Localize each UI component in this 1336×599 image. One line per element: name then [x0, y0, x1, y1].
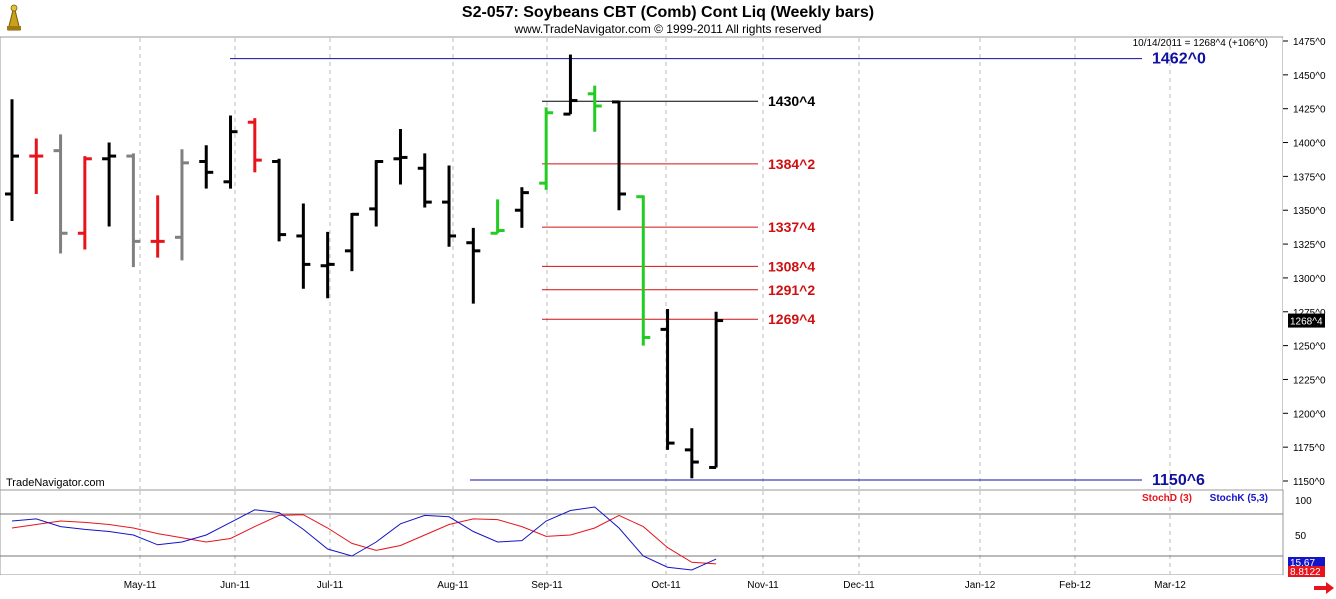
chart-subtitle: www.TradeNavigator.com © 1999-2011 All r… [514, 22, 822, 36]
stochd-value-label: 8.8122 [1290, 567, 1321, 578]
ohlc-bar [150, 195, 165, 258]
level-label: 1308^4 [768, 258, 815, 274]
scroll-arrow-icon[interactable] [1314, 582, 1334, 594]
last-bar-info: 10/14/2011 = 1268^4 (+106^0) [1133, 38, 1268, 49]
x-tick-label: Jun-11 [220, 580, 250, 591]
level-label: 1384^2 [768, 156, 815, 172]
ohlc-bar [393, 129, 408, 185]
stochastic-lines [11, 506, 717, 571]
price-tick-label: 1275^0 [1293, 308, 1326, 319]
price-tick-label: 1400^0 [1293, 139, 1326, 150]
current-price-tag [1288, 313, 1325, 328]
stochd-value-tag [1288, 566, 1325, 577]
price-tick-label: 1325^0 [1293, 240, 1326, 251]
stochk-line [11, 506, 717, 571]
stochd-line [11, 514, 717, 565]
level-label: 1337^4 [768, 219, 815, 235]
x-tick-label: Mar-12 [1154, 580, 1186, 591]
price-tick-label: 1300^0 [1293, 274, 1326, 285]
ohlc-bar [174, 149, 189, 261]
ohlc-bar [223, 115, 238, 189]
price-tick-label: 1475^0 [1293, 37, 1326, 48]
price-tick-label: 1150^0 [1293, 477, 1325, 488]
ohlc-bar [77, 156, 92, 250]
x-tick-label: Jan-12 [965, 580, 996, 591]
x-tick-label: Jul-11 [317, 580, 344, 591]
ohlc-bar [199, 145, 214, 189]
price-tick-label: 1225^0 [1293, 375, 1326, 386]
level-label: 1291^2 [768, 282, 815, 298]
ohlc-bar [344, 212, 359, 272]
x-axis: May-11 Jun-11 Jul-11 Aug-11 Sep-11 Oct-11 Nov-… [0, 575, 1283, 594]
stochd-legend: StochD (3) [1142, 493, 1192, 504]
level-label: 1462^0 [1152, 51, 1206, 68]
x-axis-background [0, 575, 1283, 594]
chart-title: S2-057: Soybeans CBT (Comb) Cont Liq (We… [462, 4, 874, 21]
stochastic-panel: StochD (3) StochK (5,3) 50 100 15.678.8122 [0, 489, 1325, 578]
ohlc-bar [563, 54, 578, 116]
x-gridlines [139, 38, 1171, 489]
ohlc-bar [587, 85, 602, 132]
x-tick-label: Oct-11 [651, 580, 681, 591]
ohlc-bar [5, 99, 19, 222]
price-tick-label: 1375^0 [1293, 172, 1326, 183]
ohlc-bar [126, 153, 141, 268]
horizontal-levels: 1462^0 1430^4 1384^2 1337^4 1308^4 1291^2 1269… [230, 51, 1206, 489]
ohlc-bar [490, 199, 505, 235]
stochk-legend: StochK (5,3) [1210, 493, 1268, 504]
stochk-value-tag [1288, 557, 1325, 568]
ohlc-bar [320, 231, 335, 299]
price-tick-label: 1250^0 [1293, 342, 1326, 353]
ohlc-bar [684, 428, 699, 479]
price-panel: 1462^0 1430^4 1384^2 1337^4 1308^4 1291^2 1269… [0, 36, 1284, 491]
stoch-tick-label: 50 [1295, 531, 1307, 542]
ohlc-bar [247, 118, 262, 173]
price-axis-background [1283, 37, 1336, 490]
price-tick-label: 1450^0 [1293, 71, 1326, 82]
price-tick-label: 1350^0 [1293, 206, 1326, 217]
watermark-label: TradeNavigator.com [6, 477, 105, 489]
price-panel-frame [0, 36, 1284, 491]
current-price-tag-label: 1268^4 [1290, 317, 1323, 328]
price-tick-label: 1425^0 [1293, 105, 1326, 116]
trade-navigator-logo-icon [7, 4, 21, 31]
ohlc-bar [514, 187, 529, 228]
ohlc-bar [29, 138, 44, 194]
ohlc-bar [612, 100, 626, 211]
ohlc-bar [636, 195, 651, 346]
ohlc-bar [709, 311, 724, 469]
level-label: 1150^6 [1152, 472, 1205, 489]
x-tick-label: Aug-11 [437, 580, 469, 591]
title-area: S2-057: Soybeans CBT (Comb) Cont Liq (We… [7, 4, 874, 36]
level-label: 1269^4 [768, 311, 815, 327]
stochastic-gridlines [0, 491, 1283, 574]
ohlc-bar [466, 227, 481, 304]
x-tick-label: Sep-11 [531, 580, 563, 591]
stochastic-frame [0, 489, 1284, 576]
x-tick-label: Feb-12 [1059, 580, 1091, 591]
stochk-value-label: 15.67 [1290, 558, 1315, 569]
ohlc-bars [5, 54, 724, 479]
ohlc-bar [102, 142, 117, 227]
ohlc-bar [417, 153, 432, 208]
ohlc-bar [369, 159, 384, 227]
ohlc-bar [539, 107, 554, 190]
price-tick-label: 1200^0 [1293, 409, 1326, 420]
level-label: 1430^4 [768, 93, 815, 109]
x-tick-label: May-11 [124, 580, 157, 591]
stochastic-axis: 50 100 15.678.8122 [1288, 496, 1325, 578]
ohlc-bar [272, 158, 287, 242]
x-tick-label: Nov-11 [747, 580, 779, 591]
price-axis: 1475^0 1450^0 1425^0 1400^0 1375^0 1350^0 1325… [1283, 37, 1336, 490]
stoch-tick-label: 100 [1295, 496, 1312, 507]
x-tick-label: Dec-11 [843, 580, 875, 591]
ohlc-bar [442, 165, 457, 247]
price-tick-label: 1175^0 [1293, 443, 1325, 454]
ohlc-bar [660, 309, 675, 450]
ohlc-bar [53, 134, 68, 254]
ohlc-bar [296, 203, 311, 289]
